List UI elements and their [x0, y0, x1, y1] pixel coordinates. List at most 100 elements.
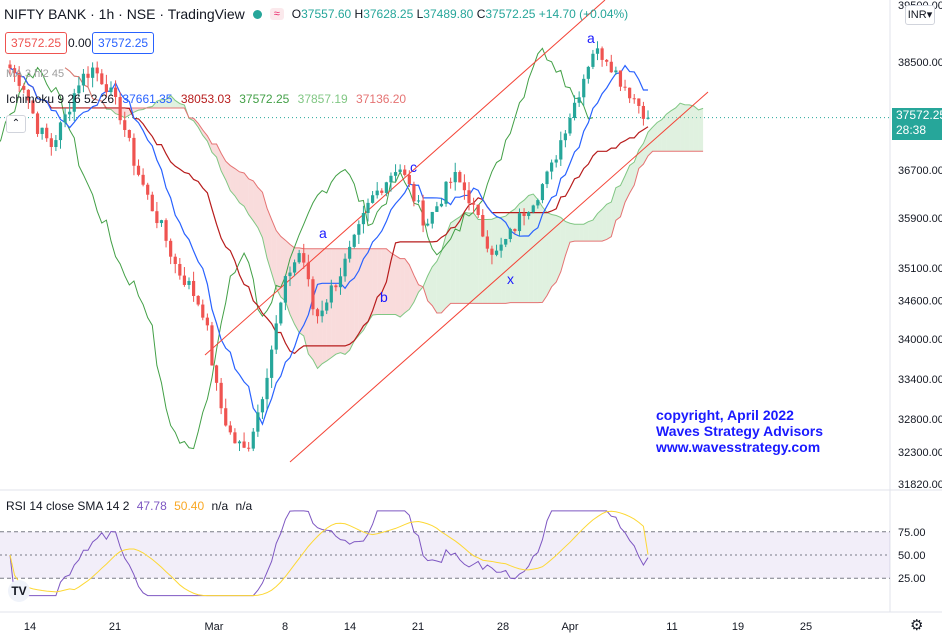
candle-body [618, 70, 623, 87]
cloud-segment [377, 248, 382, 315]
rsi-na-2: n/a [235, 499, 253, 513]
candle-body [595, 48, 600, 54]
cloud-segment [547, 212, 552, 296]
cloud-segment [588, 220, 593, 242]
cloud-segment [569, 223, 575, 243]
candle-body [435, 206, 439, 212]
candle-body [141, 174, 145, 185]
candle-body [113, 87, 118, 98]
currency-selector[interactable]: INR▾ [905, 5, 935, 25]
candle-body [45, 127, 49, 139]
candle-body [522, 213, 526, 217]
candle-body [430, 211, 434, 224]
candle-body [283, 276, 287, 303]
candle-body [637, 98, 641, 106]
cloud-segment [661, 114, 667, 152]
cloud-segment [372, 248, 378, 316]
channel-line-2 [289, 91, 709, 463]
candle-body [169, 240, 173, 257]
candle-body [329, 285, 333, 303]
candle-body [95, 67, 99, 74]
symbol-title[interactable]: NIFTY BANK · 1h · NSE · TradingView [4, 6, 245, 22]
cloud-segment [524, 195, 529, 303]
cloud-segment [161, 99, 167, 108]
candle-body [398, 169, 402, 173]
candle-body [591, 53, 595, 67]
candle-body [17, 73, 21, 86]
candle-body [540, 184, 545, 201]
cloud-segment [409, 264, 414, 310]
candle-body [352, 234, 356, 247]
cloud-segment [317, 248, 323, 369]
candle-body [35, 113, 40, 134]
candle-body [426, 223, 430, 226]
cloud-segment [450, 219, 456, 304]
candle-body [614, 70, 618, 73]
cloud-segment [455, 216, 460, 304]
cloud-segment [487, 219, 492, 304]
leading-span-a [64, 67, 704, 370]
buy-price-button[interactable]: 37572.25 [92, 32, 155, 54]
price-axis-label: 32800.00 [898, 414, 942, 426]
candle-body [334, 285, 338, 288]
ichimoku-legend[interactable]: Ichimoku 9 26 52 26 37661.35 38053.03 37… [6, 92, 411, 106]
candle-body [632, 98, 636, 100]
cloud-segment [216, 143, 222, 171]
cloud-segment [698, 108, 704, 152]
candle-body [407, 174, 411, 185]
rsi-pane: 75.00 50.00 25.00 [0, 510, 926, 597]
candle-body [150, 194, 154, 212]
rsi-axis-label: 25.00 [898, 573, 926, 585]
candle-body [49, 138, 53, 148]
copyright-line-1: copyright, April 2022 [656, 407, 794, 423]
cloud-segment [271, 219, 277, 289]
price-axis-label: 34000.00 [898, 334, 942, 346]
cloud-segment [322, 248, 327, 364]
cloud-segment [170, 95, 176, 108]
cloud-segment [239, 171, 245, 207]
cloud-segment [354, 248, 359, 341]
candle-body [72, 93, 76, 112]
candle-body [270, 349, 274, 378]
cloud-segment [133, 107, 139, 113]
candle-body [31, 100, 35, 114]
candle-body [481, 215, 485, 237]
candle-body [508, 228, 512, 240]
price-pane-bg [0, 0, 890, 490]
rsi-axis-label: 75.00 [898, 527, 926, 539]
candle-body [127, 129, 131, 138]
ma-indicator-label[interactable]: MA 3 hl2 45 [6, 68, 65, 80]
candle-body [403, 169, 407, 175]
candle-body [485, 236, 489, 249]
rsi-axis-label: 50.00 [898, 550, 926, 562]
candle-body [210, 325, 214, 366]
candle-body [563, 133, 567, 141]
compare-icon[interactable]: ≈ [269, 8, 284, 20]
candle-body [531, 205, 535, 213]
collapse-legend-button[interactable]: ⌃ [6, 115, 26, 133]
sell-price-button[interactable]: 37572.25 [5, 32, 68, 54]
candle-body [559, 140, 563, 160]
cloud-segment [693, 106, 699, 152]
rsi-legend[interactable]: RSI 14 close SMA 14 2 47.78 50.40 n/a n/… [6, 499, 256, 513]
tradingview-logo[interactable]: TV [8, 580, 30, 602]
gear-icon[interactable]: ⚙ [910, 617, 924, 634]
cloud-segment [634, 149, 639, 186]
candle-body [315, 309, 320, 317]
cloud-segment [574, 224, 580, 242]
candle-body [26, 89, 30, 101]
candle-body [54, 140, 58, 148]
cloud-segment [156, 99, 162, 108]
ichimoku-lagging-value: 37572.25 [239, 92, 290, 106]
chart-header: NIFTY BANK · 1h · NSE · TradingView ≈ O3… [4, 6, 628, 22]
cloud-segment [395, 255, 401, 317]
rsi-sma-line [9, 510, 649, 597]
time-axis-label: Mar [205, 621, 224, 633]
candle-body [458, 172, 462, 183]
candle-body [439, 203, 444, 207]
cloud-segment [592, 213, 598, 242]
cloud-segment [689, 104, 694, 152]
copyright-line-2: Waves Strategy Advisors [656, 423, 824, 439]
time-axis-label: 11 [666, 621, 677, 633]
